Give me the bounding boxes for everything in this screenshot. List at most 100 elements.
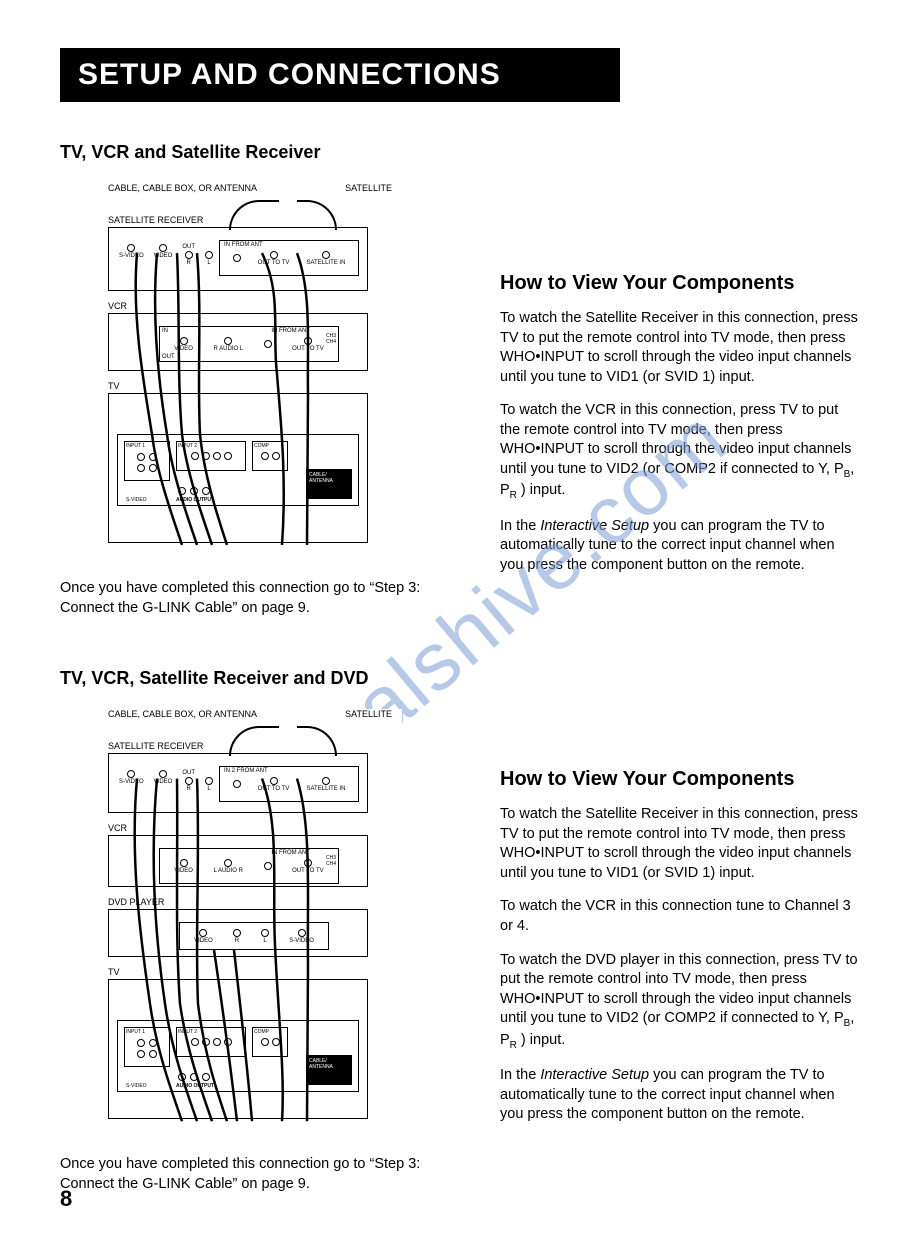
vcr-outtotv-label: OUT TO TV [292, 868, 324, 874]
vcr-infromant-label: IN FROM ANT [271, 328, 310, 334]
port-svideo-label: S-VIDEO [119, 779, 144, 785]
diagram1-vcr-inner: IN IN FROM ANT VIDEO R AUDIO L OUT TO TV… [159, 326, 339, 362]
tv-audio-output-label: AUDIO OUTPUT [176, 1083, 214, 1089]
diagram2-tv-inner: INPUT 1 INPUT 2 COMP [117, 1020, 359, 1092]
dvd-video-label: VIDEO [194, 938, 213, 944]
tv-input1-panel: INPUT 1 [124, 1027, 170, 1067]
diagram1-sat-label: SATELLITE [345, 183, 392, 193]
diagram2-dvd-device-label: DVD PLAYER [108, 897, 402, 907]
port-svideo-label: S-VIDEO [119, 253, 144, 259]
port-r-label: R [187, 260, 191, 266]
sat-in-label: SATELLITE IN [307, 260, 346, 266]
section2-caption: Once you have completed this connection … [60, 1155, 460, 1194]
right-column-1: How to View Your Components To watch the… [480, 142, 858, 638]
section1-p3: In the Interactive Setup you can program… [500, 517, 858, 576]
vcr-video-label: VIDEO [174, 868, 193, 874]
port-l-label: L [207, 786, 210, 792]
section2-p2: To watch the VCR in this connection tune… [500, 897, 858, 936]
diagram2-dvd-inner: VIDEO R L S-VIDEO [179, 922, 329, 950]
vcr-in-label: IN [162, 328, 168, 334]
diagram1-sat-portrow: S-VIDEO VIDEO OUT R L [119, 244, 213, 266]
tv-svideo-label: S-VIDEO [126, 1083, 147, 1089]
in-from-ant-label: IN 2 FROM ANT [224, 768, 268, 774]
section2-title: TV, VCR, Satellite Receiver and DVD [60, 668, 480, 689]
diagram-1: CABLE, CABLE BOX, OR ANTENNA SATELLITE S… [102, 183, 402, 563]
diagram1-sat-box: S-VIDEO VIDEO OUT R L IN FROM ANT OUT TO … [108, 227, 368, 291]
diagram1-tv-device-label: TV [108, 381, 402, 391]
tv-input2-panel: INPUT 2 [176, 441, 246, 471]
vcr-video-label: VIDEO [174, 346, 193, 352]
port-r-label: R [187, 786, 191, 792]
tv-input1-label: INPUT 1 [125, 1028, 169, 1036]
vcr-infromant-label: IN FROM ANT [271, 850, 310, 856]
tv-comp-label: COMP [253, 442, 287, 450]
tv-cable-antenna-panel: CABLE/ ANTENNA [306, 1055, 352, 1085]
diagram1-vcr-device-label: VCR [108, 301, 402, 311]
section1-p1: To watch the Satellite Receiver in this … [500, 309, 858, 387]
tv-comp-panel: COMP [252, 441, 288, 471]
diagram2-sat-box: S-VIDEO VIDEO OUT R L IN 2 FROM ANT OUT T… [108, 753, 368, 813]
diagram2-tv-device-label: TV [108, 967, 402, 977]
page-banner: SETUP AND CONNECTIONS [60, 48, 620, 102]
port-video-label: VIDEO [154, 253, 173, 259]
diagram2-dvd-box: VIDEO R L S-VIDEO [108, 909, 368, 957]
tv-input2-panel: INPUT 2 [176, 1027, 246, 1057]
diagram2-vcr-inner: IN FROM ANT VIDEO L AUDIO R OUT TO TV CH… [159, 848, 339, 884]
tv-cable-antenna-label: CABLE/ ANTENNA [307, 470, 351, 486]
tv-svideo-label: S-VIDEO [126, 497, 147, 503]
vcr-ch34-label: CH3 CH4 [326, 333, 336, 345]
diagram-2: CABLE, CABLE BOX, OR ANTENNA SATELLITE S… [102, 709, 402, 1139]
vcr-laudior-label: L AUDIO R [214, 868, 243, 874]
vcr-outtotv-label: OUT TO TV [292, 346, 324, 352]
dvd-r-label: R [235, 938, 239, 944]
left-column-1: TV, VCR and Satellite Receiver CABLE, CA… [60, 142, 480, 638]
out-to-tv-label: OUT TO TV [258, 260, 290, 266]
section1-p2: To watch the VCR in this connection, pre… [500, 401, 858, 502]
vcr-ch34-label: CH3 CH4 [326, 855, 336, 867]
left-column-2: TV, VCR, Satellite Receiver and DVD CABL… [60, 668, 480, 1214]
diagram2-tv-box: INPUT 1 INPUT 2 COMP [108, 979, 368, 1119]
port-out-label: OUT [182, 244, 195, 250]
section-tv-vcr-sat: TV, VCR and Satellite Receiver CABLE, CA… [60, 142, 858, 638]
in-from-ant-label: IN FROM ANT [224, 242, 263, 248]
vcr-out-label: OUT [162, 354, 175, 360]
vcr-raudio-label: R AUDIO L [213, 346, 243, 352]
sat-in-label: SATELLITE IN [307, 786, 346, 792]
tv-input2-label: INPUT 2 [177, 442, 245, 450]
right-column-2: How to View Your Components To watch the… [480, 668, 858, 1214]
diagram1-tv-inner: INPUT 1 INPUT 2 COMP [117, 434, 359, 506]
tv-cable-antenna-panel: CABLE/ ANTENNA [306, 469, 352, 499]
section2-p4: In the Interactive Setup you can program… [500, 1066, 858, 1125]
section1-caption: Once you have completed this connection … [60, 579, 460, 618]
diagram1-sat-device-label: SATELLITE RECEIVER [108, 215, 402, 225]
section1-howto-title: How to View Your Components [500, 272, 858, 295]
diagram1-tv-box: INPUT 1 INPUT 2 COMP [108, 393, 368, 543]
diagram2-sat-device-label: SATELLITE RECEIVER [108, 741, 402, 751]
tv-input1-label: INPUT 1 [125, 442, 169, 450]
tv-cable-antenna-label: CABLE/ ANTENNA [307, 1056, 351, 1072]
port-video-label: VIDEO [154, 779, 173, 785]
dvd-svideo-label: S-VIDEO [289, 938, 314, 944]
tv-input2-label: INPUT 2 [177, 1028, 245, 1036]
dvd-l-label: L [263, 938, 266, 944]
tv-input1-panel: INPUT 1 [124, 441, 170, 481]
diagram2-sat-portrow: S-VIDEO VIDEO OUT R L [119, 770, 213, 792]
diagram2-vcr-device-label: VCR [108, 823, 402, 833]
section2-p3: To watch the DVD player in this connecti… [500, 951, 858, 1052]
section1-title: TV, VCR and Satellite Receiver [60, 142, 480, 163]
tv-comp-label: COMP [253, 1028, 287, 1036]
section-tv-vcr-sat-dvd: TV, VCR, Satellite Receiver and DVD CABL… [60, 668, 858, 1214]
port-out-label: OUT [182, 770, 195, 776]
diagram2-sat-label: SATELLITE [345, 709, 392, 719]
diagram2-vcr-box: IN FROM ANT VIDEO L AUDIO R OUT TO TV CH… [108, 835, 368, 887]
out-to-tv-label: OUT TO TV [258, 786, 290, 792]
page-number: 8 [60, 1186, 72, 1212]
port-l-label: L [207, 260, 210, 266]
page-content: TV, VCR and Satellite Receiver CABLE, CA… [0, 102, 918, 1214]
section2-p1: To watch the Satellite Receiver in this … [500, 805, 858, 883]
diagram1-sat-inner: IN FROM ANT OUT TO TV SATELLITE IN [219, 240, 359, 276]
tv-audio-output-label: AUDIO OUTPUT [176, 497, 214, 503]
tv-comp-panel: COMP [252, 1027, 288, 1057]
diagram1-vcr-box: IN IN FROM ANT VIDEO R AUDIO L OUT TO TV… [108, 313, 368, 371]
diagram2-sat-inner: IN 2 FROM ANT OUT TO TV SATELLITE IN [219, 766, 359, 802]
